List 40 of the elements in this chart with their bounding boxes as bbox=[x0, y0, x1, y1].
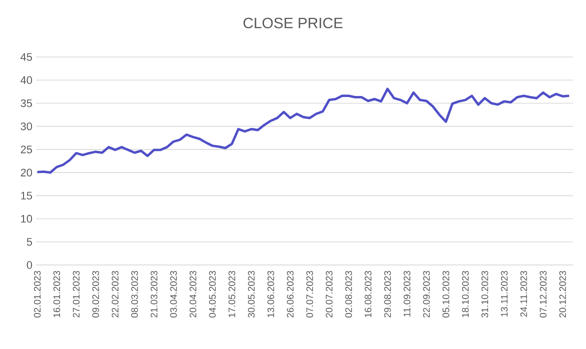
x-tick-label: 02.01.2023 bbox=[34, 270, 41, 318]
x-tick-label: 27.01.2023 bbox=[72, 270, 80, 318]
x-tick-label: 22.02.2023 bbox=[112, 270, 118, 318]
x-tick-label: 05.10.2023 bbox=[442, 270, 450, 318]
x-tick-label: 22.09.2023 bbox=[423, 270, 430, 318]
x-tick-label: 04.05.2023 bbox=[209, 270, 216, 318]
y-tick-label: 25 bbox=[20, 146, 32, 154]
x-tick-label: 26.06.2023 bbox=[286, 270, 294, 318]
x-tick-label: 29.08.2023 bbox=[384, 270, 391, 318]
x-tick-label: 02.08.2023 bbox=[345, 270, 352, 318]
y-tick-label: 30 bbox=[20, 122, 32, 130]
x-tick-label: 07.12.2023 bbox=[540, 270, 547, 318]
x-tick-label: 03.04.2023 bbox=[170, 270, 177, 318]
y-tick-label: 45 bbox=[20, 53, 32, 61]
y-tick-label: 10 bbox=[21, 214, 32, 223]
y-tick-label: 40 bbox=[20, 76, 32, 84]
x-tick-label: 16.08.2023 bbox=[364, 270, 372, 318]
y-tick-label: 0 bbox=[26, 261, 32, 269]
x-tick-label: 24.11.2023 bbox=[520, 270, 528, 317]
x-tick-label: 21.03.2023 bbox=[150, 270, 158, 318]
chart-title: CLOSE PRICE bbox=[244, 18, 343, 28]
x-tick-label: 20.07.2023 bbox=[326, 270, 333, 318]
x-tick-label: 20.04.2023 bbox=[190, 270, 196, 318]
y-tick-label: 5 bbox=[26, 238, 32, 246]
x-tick-label: 20.12.2023 bbox=[559, 270, 566, 318]
x-tick-label: 09.02.2023 bbox=[92, 270, 100, 318]
x-tick-label: 16.01.2023 bbox=[53, 270, 60, 318]
x-tick-label: 30.05.2023 bbox=[248, 270, 255, 318]
x-tick-label: 08.03.2023 bbox=[131, 270, 138, 318]
y-tick-label: 15 bbox=[21, 192, 32, 200]
x-tick-label: 13.06.2023 bbox=[267, 270, 274, 318]
x-tick-label: 11.09.2023 bbox=[404, 270, 410, 316]
x-tick-label: 07.07.2023 bbox=[306, 270, 314, 318]
x-tick-label: 31.10.2023 bbox=[481, 270, 488, 318]
y-tick-label: 35 bbox=[20, 99, 32, 108]
x-tick-label: 18.10.2023 bbox=[462, 270, 469, 318]
y-tick-label: 20 bbox=[20, 168, 32, 176]
x-tick-label: 17.05.2023 bbox=[228, 270, 236, 318]
x-tick-label: 13.11.2023 bbox=[500, 270, 508, 316]
line-series bbox=[36, 88, 570, 174]
